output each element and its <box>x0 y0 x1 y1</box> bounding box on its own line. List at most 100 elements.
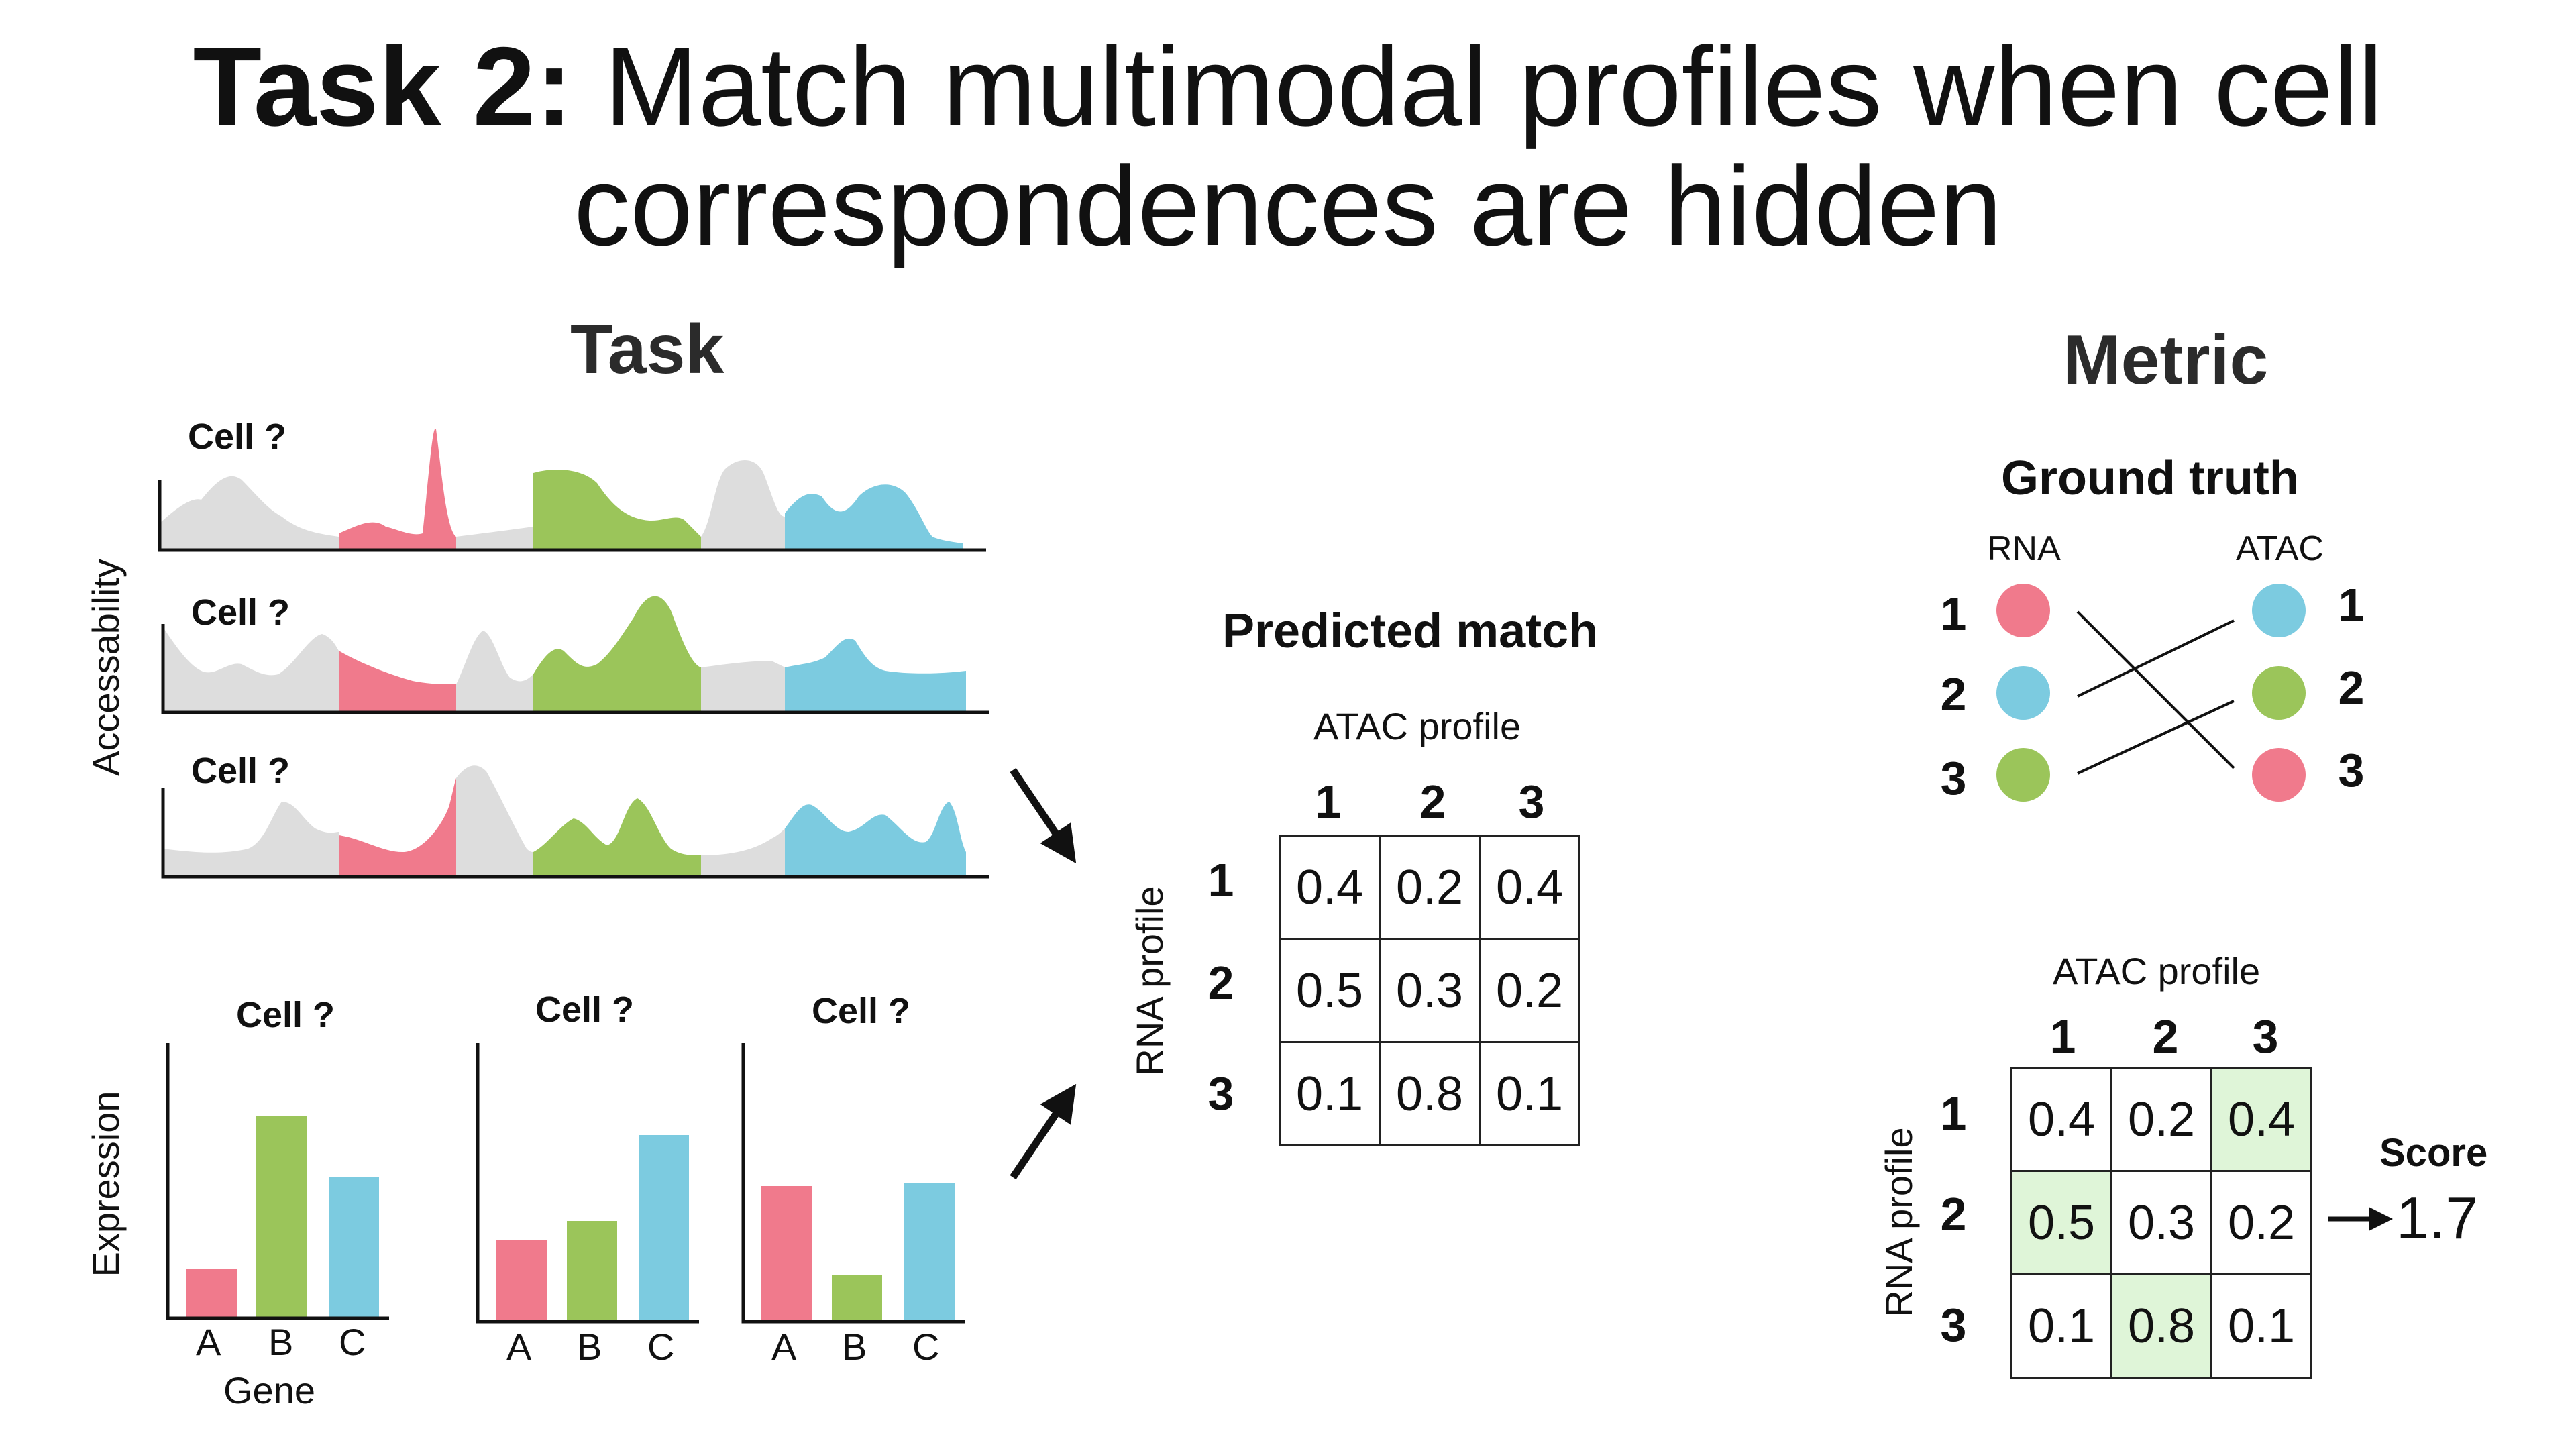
atac-1-green <box>533 470 701 549</box>
atac-1-axes <box>158 480 986 552</box>
atac-2-gray-b <box>456 631 533 711</box>
atac-1-gray-c <box>701 460 785 549</box>
predicted-cell: 0.4 <box>1479 835 1580 940</box>
rna-cell-label-1: Cell ? <box>236 995 335 1035</box>
atac-cell-label-1: Cell ? <box>188 417 287 457</box>
arrow-atac-to-matrix <box>1010 767 1077 864</box>
predicted-cell: 0.8 <box>1379 1041 1481 1146</box>
atac-2-gray-a <box>163 627 339 711</box>
figure-title: Task 2: Match multimodal profiles when c… <box>0 27 2576 266</box>
rna-bar-cell3-gene-a <box>761 1186 812 1320</box>
atac-cell-label-2: Cell ? <box>191 592 290 633</box>
metric-row-1: 1 <box>1940 1087 1967 1140</box>
gt-atac-num-3: 3 <box>2338 744 2365 796</box>
rna-chart-axes-1 <box>166 1043 389 1320</box>
gene-label-b-2: B <box>577 1326 602 1368</box>
title-line2: correspondences are hidden <box>574 143 2002 269</box>
atac-track-2 <box>161 596 989 714</box>
gene-label-c-2: C <box>647 1326 675 1368</box>
predicted-match-matrix: 0.4 0.2 0.4 0.5 0.3 0.2 0.1 0.8 0.1 <box>1279 835 1580 1146</box>
atac-3-gray-c <box>701 828 785 875</box>
predicted-row-header: RNA profile <box>1128 885 1171 1076</box>
metric-row: 0.5 0.3 0.2 <box>2010 1170 2312 1275</box>
atac-3-gray-b <box>456 765 533 875</box>
predicted-row: 0.1 0.8 0.1 <box>1279 1041 1580 1146</box>
atac-1-pink <box>339 429 456 549</box>
gene-label-b-1: B <box>268 1321 294 1363</box>
gene-label-a-3: A <box>771 1326 797 1368</box>
metric-col-2: 2 <box>2152 1010 2179 1063</box>
metric-cell-matched: 0.5 <box>2010 1170 2112 1275</box>
atac-1-gray-b <box>456 527 533 549</box>
atac-1-gray-a <box>160 476 339 549</box>
gene-label-c-3: C <box>912 1326 940 1368</box>
atac-2-gray-c <box>701 661 785 711</box>
metric-cell: 0.1 <box>2010 1273 2112 1379</box>
metric-heading: Metric <box>2063 321 2269 399</box>
gt-rna-dot-3 <box>1996 748 2050 802</box>
rna-bar-cell2-gene-a <box>496 1240 547 1320</box>
predicted-cell: 0.4 <box>1279 835 1381 940</box>
score-label: Score <box>2379 1131 2488 1175</box>
gt-rna-num-2: 2 <box>1940 668 1967 720</box>
task-heading: Task <box>570 311 724 388</box>
atac-3-green <box>533 798 701 875</box>
gt-line-2 <box>2077 619 2235 698</box>
gt-line-3 <box>2077 700 2235 775</box>
gene-axis-label: Gene <box>223 1369 315 1411</box>
gt-rna-label: RNA <box>1987 529 2061 568</box>
atac-3-pink <box>339 778 456 875</box>
rna-chart-axes-2 <box>476 1043 699 1324</box>
gt-rna-num-1: 1 <box>1940 588 1967 640</box>
rna-cell-label-2: Cell ? <box>535 989 635 1030</box>
atac-2-green <box>533 596 701 711</box>
atac-3-blue <box>785 802 966 875</box>
gt-atac-dot-2 <box>2252 666 2306 720</box>
rna-bar-charts <box>166 1043 965 1324</box>
rna-bar-cell2-gene-c <box>639 1135 689 1320</box>
atac-track-3 <box>161 765 989 879</box>
gene-label-b-3: B <box>842 1326 867 1368</box>
metric-score-matrix: 0.4 0.2 0.4 0.5 0.3 0.2 0.1 0.8 0.1 <box>2010 1067 2312 1379</box>
gt-atac-dot-3 <box>2252 748 2306 802</box>
predicted-row-3: 3 <box>1208 1067 1234 1120</box>
gt-atac-label: ATAC <box>2236 529 2324 568</box>
predicted-col-2: 2 <box>1419 775 1446 828</box>
predicted-row-2: 2 <box>1208 957 1234 1009</box>
predicted-cell: 0.5 <box>1279 938 1381 1043</box>
atac-1-blue <box>785 484 963 549</box>
gt-line-1 <box>2076 610 2235 769</box>
gt-atac-dot-1 <box>2252 584 2306 637</box>
atac-3-gray-a <box>163 802 339 875</box>
metric-col-header: ATAC profile <box>2053 950 2261 992</box>
rna-bar-cell1-gene-a <box>186 1269 237 1317</box>
gene-label-a-1: A <box>196 1321 221 1363</box>
atac-2-blue <box>785 638 966 711</box>
predicted-cell: 0.1 <box>1279 1041 1381 1146</box>
predicted-cell: 0.3 <box>1379 938 1481 1043</box>
predicted-col-3: 3 <box>1518 775 1545 828</box>
metric-row-header: RNA profile <box>1878 1127 1920 1318</box>
gene-label-c-1: C <box>339 1321 366 1363</box>
gt-rna-dot-1 <box>1996 584 2050 637</box>
predicted-heading: Predicted match <box>1222 604 1599 658</box>
arrow-rna-to-matrix <box>1010 1083 1077 1180</box>
ground-truth-heading: Ground truth <box>2001 451 2299 505</box>
atac-track-1 <box>158 429 986 552</box>
metric-cell: 0.4 <box>2010 1067 2112 1172</box>
gt-rna-num-3: 3 <box>1940 752 1967 804</box>
metric-cell: 0.2 <box>2110 1067 2212 1172</box>
metric-col-1: 1 <box>2049 1010 2076 1063</box>
title-bold: Task 2: <box>193 23 574 150</box>
atac-2-axes <box>161 624 989 714</box>
predicted-cell: 0.2 <box>1479 938 1580 1043</box>
predicted-col-header: ATAC profile <box>1313 705 1521 747</box>
metric-cell: 0.1 <box>2210 1273 2312 1379</box>
metric-cell: 0.3 <box>2110 1170 2212 1275</box>
rna-bar-cell3-gene-c <box>904 1183 955 1320</box>
gt-rna-dot-2 <box>1996 666 2050 720</box>
metric-cell-matched: 0.8 <box>2110 1273 2212 1379</box>
gt-atac-num-2: 2 <box>2338 661 2365 714</box>
rna-bar-cell1-gene-c <box>329 1177 379 1317</box>
